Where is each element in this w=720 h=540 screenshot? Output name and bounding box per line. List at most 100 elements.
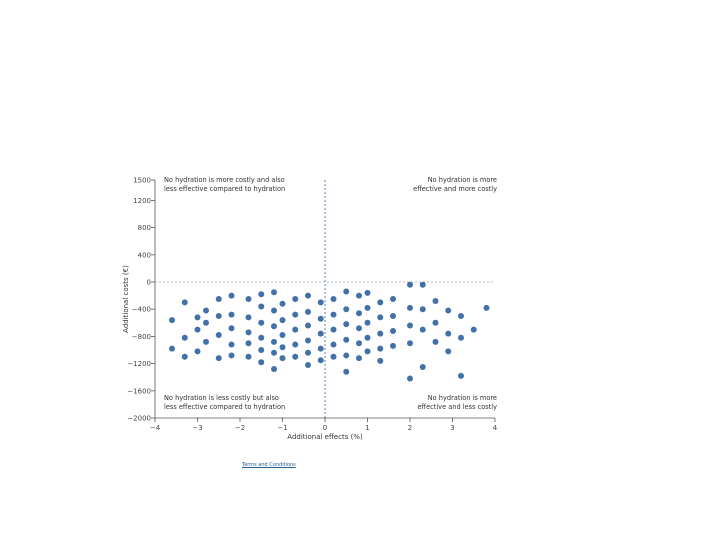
data-point xyxy=(407,375,413,382)
x-axis-title: Additional effects (%) xyxy=(287,433,363,441)
data-point xyxy=(330,341,337,348)
data-point xyxy=(258,334,265,341)
data-point xyxy=(305,337,311,344)
y-tick-label: −1200 xyxy=(127,360,151,368)
data-point xyxy=(407,304,413,311)
data-point xyxy=(181,299,188,306)
data-point xyxy=(364,348,371,355)
data-point xyxy=(356,340,362,347)
data-point xyxy=(271,338,277,345)
data-point xyxy=(343,321,350,328)
data-point xyxy=(258,303,265,310)
data-point xyxy=(194,348,201,355)
data-point xyxy=(194,326,201,333)
data-point xyxy=(305,322,311,329)
y-tick-label: 0 xyxy=(147,279,151,287)
data-point xyxy=(181,334,188,341)
data-point xyxy=(377,345,384,352)
data-point xyxy=(432,319,439,326)
data-point xyxy=(432,338,439,345)
data-point xyxy=(245,314,252,321)
quadrant-note-bottom-left: No hydration is less costly but also xyxy=(164,394,279,402)
y-tick-label: −1600 xyxy=(127,387,151,395)
terms-link[interactable]: Terms and Conditions xyxy=(242,462,296,468)
y-tick-label: 800 xyxy=(138,224,151,232)
data-point xyxy=(215,313,222,319)
data-point xyxy=(181,353,188,360)
data-point xyxy=(317,330,324,337)
data-point xyxy=(305,361,311,368)
data-point xyxy=(245,296,252,302)
data-point xyxy=(390,296,396,302)
data-point xyxy=(343,306,350,313)
data-point xyxy=(245,329,252,336)
data-point xyxy=(445,330,452,337)
data-point xyxy=(377,357,384,364)
data-point xyxy=(343,288,350,295)
data-point xyxy=(215,296,222,302)
data-point xyxy=(330,353,337,360)
data-point xyxy=(432,298,439,305)
data-point xyxy=(317,299,324,306)
x-tick-label: 3 xyxy=(450,424,454,432)
data-point xyxy=(194,314,201,321)
data-point xyxy=(203,307,209,314)
data-point xyxy=(317,315,324,322)
data-point xyxy=(169,317,175,324)
data-point xyxy=(330,326,337,333)
data-point xyxy=(279,355,286,362)
data-point xyxy=(330,296,337,302)
data-point xyxy=(215,355,222,362)
data-point xyxy=(407,281,413,288)
x-tick-label: −1 xyxy=(277,424,287,432)
x-tick-label: 1 xyxy=(365,424,369,432)
quadrant-note-top-left: less effective compared to hydration xyxy=(164,185,285,193)
data-point xyxy=(258,347,265,353)
data-point xyxy=(228,292,235,299)
data-point xyxy=(483,304,490,311)
data-point xyxy=(470,326,477,333)
data-point xyxy=(292,353,299,360)
data-point xyxy=(419,326,426,333)
data-point xyxy=(364,319,371,326)
quadrant-note-bottom-left: less effective compared to hydration xyxy=(164,403,285,411)
data-point xyxy=(364,289,371,296)
data-point xyxy=(245,340,252,347)
quadrant-note-top-right: No hydration is more xyxy=(428,176,497,184)
data-point xyxy=(377,314,384,321)
data-point xyxy=(407,322,413,329)
data-point xyxy=(305,349,311,356)
y-tick-label: −2000 xyxy=(127,415,151,423)
data-point xyxy=(377,330,384,337)
data-point xyxy=(228,311,235,318)
data-point xyxy=(458,334,464,341)
quadrant-note-top-left: No hydration is more costly and also xyxy=(164,176,285,184)
data-point xyxy=(377,299,384,306)
data-point xyxy=(292,311,299,318)
data-point xyxy=(390,342,396,349)
data-point xyxy=(279,300,286,307)
data-point xyxy=(203,338,209,345)
data-point xyxy=(390,313,396,319)
data-point xyxy=(169,345,175,352)
data-point xyxy=(445,348,452,355)
data-point xyxy=(228,341,235,348)
x-tick-label: −4 xyxy=(150,424,161,432)
data-point xyxy=(271,323,277,330)
y-tick-label: 1200 xyxy=(133,197,151,205)
data-point xyxy=(258,359,265,366)
x-tick-label: −2 xyxy=(235,424,245,432)
data-point xyxy=(317,357,324,364)
data-point xyxy=(271,289,277,296)
x-tick-label: 2 xyxy=(408,424,412,432)
quadrant-note-top-right: effective and more costly xyxy=(413,185,497,193)
data-point xyxy=(356,310,362,317)
data-point xyxy=(364,304,371,311)
data-point xyxy=(292,326,299,333)
y-tick-label: −400 xyxy=(132,306,151,314)
data-point xyxy=(228,352,235,359)
data-point xyxy=(445,307,452,314)
y-tick-label: 400 xyxy=(138,251,151,259)
data-point xyxy=(292,341,299,348)
